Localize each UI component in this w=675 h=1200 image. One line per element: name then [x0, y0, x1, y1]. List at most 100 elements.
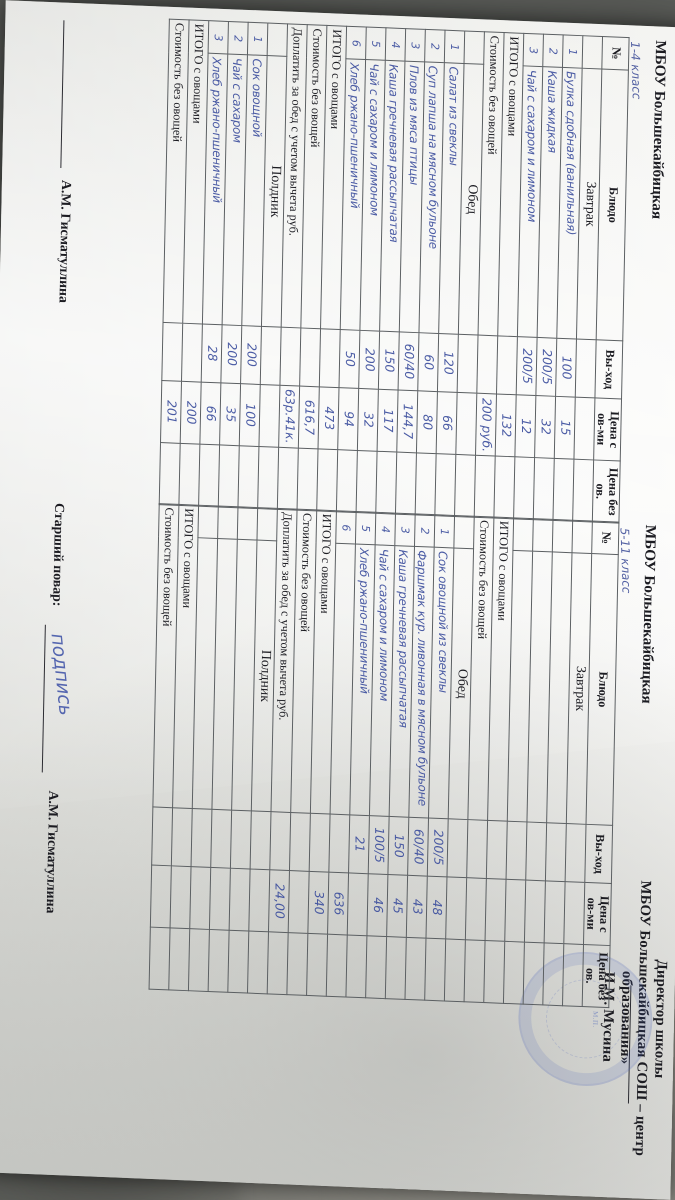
cell-output: 100 [559, 355, 574, 380]
cell-dish: Суп лапша на мясном бульоне [425, 65, 440, 249]
cell-no: 4 [388, 41, 402, 48]
cell-price-veg: 45 [390, 898, 406, 914]
table2-org-line: МБОУ Большекайбицкая [637, 524, 659, 705]
cell-no: 2 [231, 34, 244, 42]
cook-signature: подпись [46, 632, 76, 717]
table1-class-note: 1-4 класс [627, 41, 644, 100]
cell-output: 120 [440, 351, 456, 375]
cell-dish: Чай с сахаром и лимоном [524, 69, 539, 223]
table2-class-note: 5-11 класс [617, 527, 633, 594]
cell-output: 60/40 [401, 343, 417, 380]
cell-dish: Хлеб ржано-пшеничный [209, 56, 224, 203]
cell-dish: Хлеб ржано-пшеничный [356, 547, 371, 694]
table1-footer-name: А.М. Гисматуллина [55, 179, 73, 304]
cell-no: 2 [427, 42, 441, 50]
cell-dish: Каша жидкая [544, 70, 559, 153]
cell-price-veg: 43 [409, 898, 425, 915]
col-no: № [591, 521, 619, 555]
col-price-veg: Цена с ов-ми [583, 882, 611, 946]
cell-no: 5 [368, 40, 382, 48]
col-price-noveg: Цена без ов. [592, 459, 620, 524]
cell-no: 1 [447, 43, 461, 51]
cell-dish: Хлеб ржано-пшеничный [346, 62, 362, 209]
cell-price-veg: 117 [380, 408, 396, 433]
cell-dish: Булка сдобная (ванильная) [563, 71, 578, 236]
lunch-extra-value: 63р.41к. [282, 389, 298, 445]
cell-price-veg: 35 [223, 406, 238, 423]
cell-price-veg: 100 [242, 403, 258, 428]
snack-total-noveg-value: 201 [164, 400, 179, 424]
cell-dish: Каша гречневая рассыпчатая [385, 63, 401, 243]
col-price-noveg: Цена без ов. [582, 944, 610, 1008]
cell-no: 6 [349, 39, 362, 47]
cell-output: 60 [421, 354, 437, 371]
cell-dish: Сок овощной [249, 58, 264, 138]
cell-price-veg: 80 [420, 414, 435, 431]
snack-total-veg-value: 200 [183, 400, 199, 425]
col-no: № [601, 36, 629, 71]
cell-dish: Каша гречневая рассыпчатая [395, 549, 410, 728]
cell-price-veg: 94 [341, 411, 357, 428]
cell-price-veg: 32 [538, 419, 553, 435]
cell-dish: Чай с сахаром [229, 57, 244, 143]
cell-price-veg: 46 [370, 897, 386, 914]
cell-dish: Салат из свеклы [445, 66, 461, 166]
cell-no: 2 [417, 527, 431, 534]
cook-signature-line [41, 624, 46, 773]
cell-output: 150 [381, 348, 397, 373]
cell-no: 6 [339, 523, 352, 531]
cell-no: 1 [565, 48, 579, 55]
lunch-extra-value: 24,00 [272, 883, 287, 919]
lunch-total-veg-value: 473 [321, 406, 337, 431]
cell-no: 2 [546, 47, 559, 55]
cell-no: 3 [398, 526, 411, 534]
cell-price-veg: 12 [518, 418, 534, 435]
cell-no: 5 [358, 524, 372, 532]
cell-price-veg: 32 [360, 411, 376, 428]
cook-label: Старший повар: [48, 502, 66, 607]
cell-output: 21 [352, 836, 367, 853]
lunch-total-veg-value: 340 [311, 890, 327, 915]
col-output: Вы-ход [584, 824, 613, 884]
table1-org-line: МБОУ Большекайбицкая [647, 39, 669, 220]
cell-output: 100/5 [371, 827, 387, 863]
cell-price-veg: 15 [557, 419, 573, 436]
cell-no: 1 [437, 527, 451, 535]
cell-dish: Чай с сахаром и лимоном [366, 63, 381, 216]
cell-output: 200/5 [430, 829, 446, 866]
cell-output: 200 [362, 347, 378, 372]
table1-footer-signature-line [59, 20, 64, 169]
cell-dish: Фаршмак кур. ливонная в мясном бульоне [414, 550, 429, 807]
cell-output: 60/40 [411, 828, 426, 865]
table-grades-1-4: № Блюдо Вы-ход Цена с ов-ми Цена без ов.… [159, 19, 629, 524]
cell-output: 150 [391, 834, 407, 858]
cell-output: 200/5 [519, 348, 535, 385]
cell-output: 200/5 [539, 349, 555, 385]
cell-output: 28 [204, 345, 220, 362]
col-price-veg: Цена с ов-ми [593, 397, 621, 462]
cell-no: 1 [250, 35, 264, 43]
cell-price-veg: 66 [203, 405, 219, 422]
cell-dish: Плов из мяса птицы [406, 64, 421, 186]
cell-output: 200 [244, 343, 259, 367]
cell-no: 3 [526, 46, 540, 54]
cook-name: А.М. Гисматуллина [42, 790, 60, 914]
lunch-total-noveg-value: 616,7 [301, 399, 317, 436]
total-noveg-value: 200 руб. [479, 397, 494, 452]
cell-price-veg: 144,7 [400, 403, 416, 440]
cell-no: 4 [378, 525, 392, 533]
col-output: Вы-ход [594, 339, 623, 399]
cell-output: 200 [224, 342, 240, 367]
cell-dish: Чай с сахаром и лимоном [376, 548, 391, 702]
cell-no: 3 [408, 41, 422, 49]
cell-price-veg: 636 [331, 891, 346, 916]
cell-output: 50 [342, 351, 358, 367]
cell-dish: Сок овощной из свеклы [435, 550, 450, 693]
cell-price-veg: 66 [439, 415, 455, 432]
cell-no: 3 [211, 33, 225, 41]
table-grades-5-11: № Блюдо Вы-ход Цена с ов-ми Цена без ов.… [149, 503, 619, 1008]
total-veg-value: 132 [498, 413, 514, 438]
